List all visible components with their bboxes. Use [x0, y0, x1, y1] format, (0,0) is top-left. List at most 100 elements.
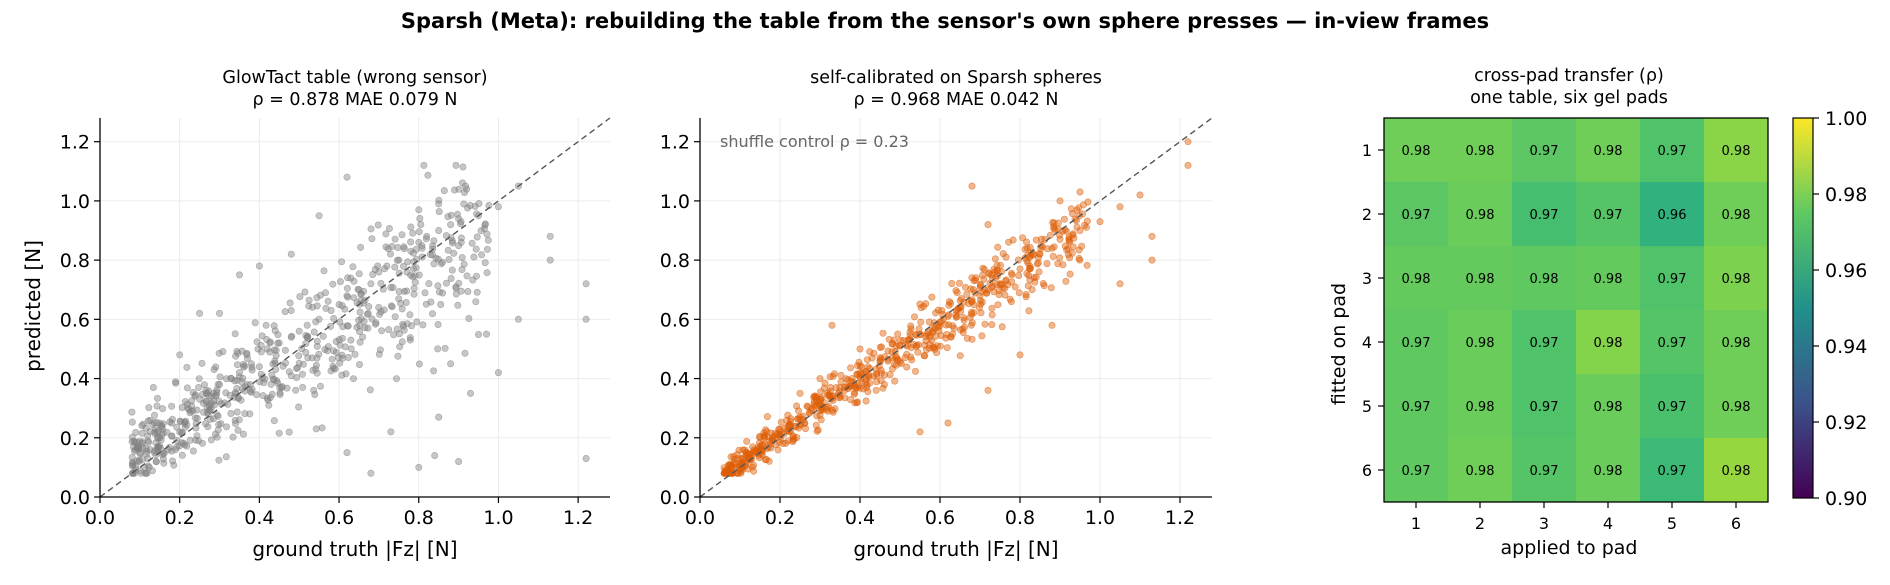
data-point	[1096, 218, 1104, 226]
data-point	[996, 280, 1004, 288]
data-point	[343, 284, 351, 292]
data-point	[399, 262, 407, 270]
scatter-panel-glowtact: GlowTact table (wrong sensor) ρ = 0.878 …	[21, 68, 611, 561]
data-point	[424, 171, 432, 179]
heatmap-cell	[1512, 182, 1576, 246]
data-point	[970, 309, 978, 317]
data-point	[777, 418, 785, 426]
colorbar: 0.90 0.92 0.94 0.96 0.98 1.00	[1792, 108, 1867, 510]
panel1-xlabel: ground truth |Fz| [N]	[252, 537, 457, 561]
data-point	[472, 245, 480, 253]
data-point	[442, 279, 450, 287]
data-point	[189, 388, 197, 396]
data-point	[341, 343, 349, 351]
data-point	[925, 344, 933, 352]
data-point	[368, 235, 376, 243]
data-point	[255, 363, 263, 371]
data-point	[195, 375, 203, 383]
heatmap-y-tick-label: 1	[1362, 141, 1372, 160]
data-point	[347, 336, 355, 344]
colorbar-tick-label: 0.94	[1825, 336, 1867, 358]
data-point	[178, 439, 186, 447]
data-point	[1039, 279, 1047, 287]
data-point	[374, 221, 382, 229]
data-point	[816, 375, 824, 383]
heatmap-cell-label: 0.98	[1722, 336, 1751, 351]
data-point	[128, 453, 136, 461]
data-point	[844, 376, 852, 384]
data-point	[183, 384, 191, 392]
data-point	[460, 260, 468, 268]
heatmap-cell	[1384, 118, 1448, 182]
data-point	[976, 292, 984, 300]
data-point	[375, 303, 383, 311]
data-point	[364, 309, 372, 317]
data-point	[263, 335, 271, 343]
data-point	[153, 402, 161, 410]
data-point	[184, 404, 192, 412]
data-point	[251, 319, 259, 327]
data-point	[168, 432, 176, 440]
data-point	[1035, 268, 1043, 276]
data-point	[315, 350, 323, 358]
data-point	[304, 333, 312, 341]
data-point	[804, 403, 812, 411]
data-point	[756, 434, 764, 442]
data-point	[1033, 260, 1041, 268]
data-point	[582, 280, 590, 288]
data-point	[943, 344, 951, 352]
data-point	[901, 354, 909, 362]
data-point	[270, 417, 278, 425]
data-point	[897, 359, 905, 367]
data-point	[494, 203, 502, 211]
data-point	[881, 371, 889, 379]
data-point	[349, 263, 357, 271]
data-point	[955, 279, 963, 287]
data-point	[336, 359, 344, 367]
data-point	[1054, 260, 1062, 268]
panel2-axes: 0.0 0.2 0.4 0.6 0.8 1.0 1.2 0.0 0.2 0.4 0.6 0.8 1.0 1…	[660, 118, 1212, 529]
y-tick-label: 1.2	[660, 132, 690, 154]
data-point	[758, 441, 766, 449]
data-point	[377, 279, 385, 287]
data-point	[923, 330, 931, 338]
data-point	[176, 428, 184, 436]
data-point	[969, 286, 977, 294]
data-point	[183, 442, 191, 450]
data-point	[150, 419, 158, 427]
data-point	[957, 295, 965, 303]
data-point	[448, 239, 456, 247]
data-point	[447, 221, 455, 229]
data-point	[383, 262, 391, 270]
data-point	[421, 289, 429, 297]
data-point	[985, 270, 993, 278]
data-point	[994, 243, 1002, 251]
heatmap-cell	[1448, 182, 1512, 246]
data-point	[137, 449, 145, 457]
data-point	[417, 221, 425, 229]
data-point	[324, 343, 332, 351]
data-point	[336, 278, 344, 286]
data-point	[356, 308, 364, 316]
data-point	[906, 328, 914, 336]
panel2-xlabel: ground truth |Fz| [N]	[853, 537, 1058, 561]
heatmap-x-tick-label: 2	[1475, 514, 1485, 533]
heatmap-cell-label: 0.98	[1466, 144, 1495, 159]
data-point	[369, 270, 377, 278]
data-point	[1032, 273, 1040, 281]
heatmap-cell-label: 0.98	[1466, 464, 1495, 479]
heatmap-cell	[1384, 374, 1448, 438]
data-point	[216, 373, 224, 381]
data-point	[858, 363, 866, 371]
data-point	[727, 461, 735, 469]
data-point	[406, 334, 414, 342]
data-point	[311, 390, 319, 398]
data-point	[135, 456, 143, 464]
data-point	[546, 256, 554, 264]
data-point	[762, 426, 770, 434]
data-point	[979, 264, 987, 272]
heatmap-cell-label: 0.97	[1402, 208, 1431, 223]
data-point	[318, 424, 326, 432]
data-point	[347, 274, 355, 282]
data-point	[400, 287, 408, 295]
